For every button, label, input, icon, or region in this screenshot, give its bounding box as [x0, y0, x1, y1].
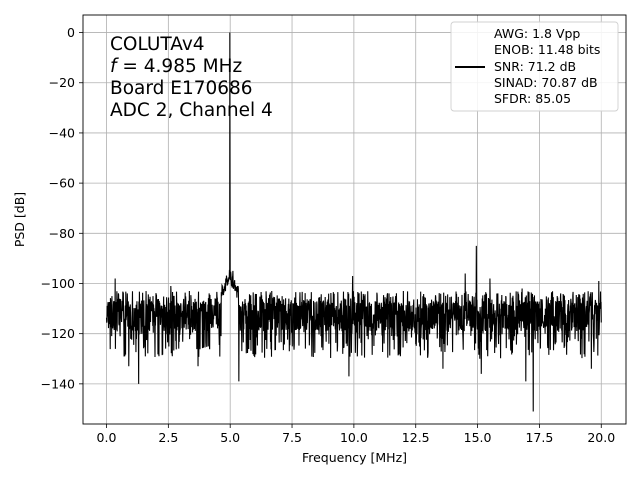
- x-tick-label: 17.5: [525, 430, 553, 445]
- annotation-channel: ADC 2, Channel 4: [110, 100, 273, 121]
- y-tick-label: −100: [41, 276, 75, 291]
- annotation-frequency-symbol: f: [110, 56, 119, 77]
- x-tick-label: 12.5: [402, 430, 430, 445]
- y-tick-label: −20: [49, 75, 75, 90]
- legend-sinad: SINAD: 70.87 dB: [494, 75, 598, 90]
- x-axis-label: Frequency [MHz]: [302, 450, 407, 465]
- annotation-frequency: f = 4.985 MHz: [110, 56, 242, 77]
- x-tick-label: 5.0: [220, 430, 240, 445]
- x-tick-label: 0.0: [97, 430, 117, 445]
- legend-box: [450, 21, 619, 112]
- legend: AWG: 1.8 Vpp ENOB: 11.48 bits SNR: 71.2 …: [450, 21, 619, 112]
- y-axis-ticks: 0 −20 −40 −60 −80 −100 −120 −140: [41, 25, 83, 391]
- y-tick-label: −80: [49, 226, 75, 241]
- y-tick-label: −140: [41, 376, 75, 391]
- annotation-frequency-value: = 4.985 MHz: [117, 56, 243, 77]
- annotation-device: COLUTAv4: [110, 34, 205, 55]
- psd-series-line: [105, 32, 602, 412]
- y-tick-label: −120: [41, 326, 75, 341]
- legend-awg: AWG: 1.8 Vpp: [494, 26, 580, 41]
- annotation-box: COLUTAv4 f = 4.985 MHz Board E170686 ADC…: [110, 34, 273, 121]
- legend-enob: ENOB: 11.48 bits: [494, 42, 600, 57]
- annotation-board: Board E170686: [110, 78, 253, 99]
- x-tick-label: 15.0: [464, 430, 492, 445]
- y-axis-label: PSD [dB]: [12, 192, 27, 247]
- axes-frame: [82, 14, 627, 425]
- x-tick-label: 2.5: [158, 430, 178, 445]
- plot-area: [105, 32, 602, 412]
- y-tick-label: 0: [67, 25, 75, 40]
- y-tick-label: −40: [49, 125, 75, 140]
- x-tick-label: 7.5: [282, 430, 302, 445]
- legend-snr: SNR: 71.2 dB: [494, 59, 576, 74]
- x-tick-label: 10.0: [340, 430, 368, 445]
- y-tick-label: −60: [49, 176, 75, 191]
- x-tick-label: 20.0: [587, 430, 615, 445]
- x-axis-ticks: 0.0 2.5 5.0 7.5 10.0 12.5 15.0 17.5 20.0: [97, 424, 615, 445]
- legend-sfdr: SFDR: 85.05: [494, 91, 571, 106]
